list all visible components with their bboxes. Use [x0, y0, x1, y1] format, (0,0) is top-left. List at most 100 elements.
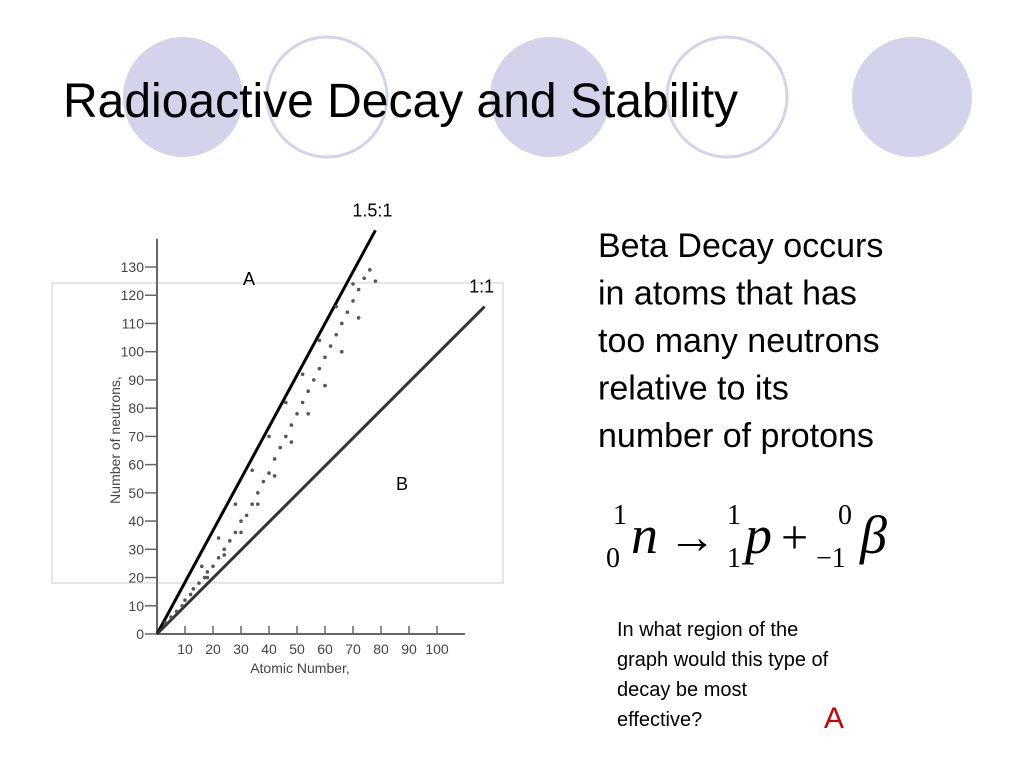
operator: +: [781, 511, 808, 564]
mass-number: 0: [838, 500, 852, 531]
nuclide-point: [272, 457, 277, 461]
nuclide-point: [250, 468, 254, 473]
nuclide-point: [200, 564, 204, 569]
deco-circle: [665, 35, 789, 159]
nuclide-point: [228, 539, 232, 543]
nuclide-point: [334, 304, 339, 309]
region-label: B: [396, 474, 408, 494]
symbol: β: [859, 505, 887, 565]
x-tick-label: 60: [317, 641, 333, 657]
nuclide-point: [340, 349, 344, 354]
ratio-label: 1:1: [469, 277, 494, 297]
nuclide-point: [233, 530, 238, 535]
x-tick-label: 50: [289, 641, 305, 657]
nuclide-point: [169, 615, 173, 619]
y-axis-label: Number of neutrons,: [107, 376, 123, 504]
deco-circle: [852, 37, 972, 157]
nuclide-point: [317, 366, 322, 371]
paragraph-line: relative to its: [598, 370, 789, 408]
question-line: In what region of the: [617, 619, 798, 641]
deco-circle: [123, 37, 243, 157]
charge-number: 0: [606, 543, 620, 574]
charge-number: −1: [816, 543, 846, 574]
nuclide-point: [284, 434, 288, 439]
nuclide-point: [284, 400, 288, 405]
nuclide-point: [239, 530, 243, 535]
y-tick-label: 30: [128, 541, 144, 557]
y-tick-label: 100: [121, 344, 145, 360]
y-tick-label: 70: [128, 428, 144, 444]
nuclide-point: [289, 423, 294, 427]
paragraph-line: too many neutrons: [598, 322, 880, 360]
paragraph-line: number of protons: [598, 417, 874, 455]
answer: A: [824, 702, 844, 735]
charge-number: 1: [727, 543, 741, 574]
operator: →: [668, 511, 716, 564]
mass-number: 1: [727, 500, 741, 531]
nuclide-point: [356, 316, 361, 320]
nuclide-point: [197, 581, 201, 585]
nuclide-point: [356, 287, 361, 292]
ratio-line: [155, 229, 377, 635]
y-tick-label: 130: [121, 259, 145, 275]
nuclide-point: [261, 479, 266, 484]
x-tick-label: 30: [233, 641, 249, 657]
deco-circle: [265, 35, 389, 159]
y-tick-label: 60: [128, 457, 144, 473]
symbol: n: [631, 505, 658, 565]
y-tick-label: 0: [136, 626, 144, 642]
frame: [51, 282, 504, 584]
nuclide-point: [188, 592, 193, 597]
nuclide-point: [306, 389, 311, 394]
nuclide-point: [328, 344, 333, 348]
nuclide-point: [244, 513, 249, 518]
deco-circle: [490, 37, 610, 157]
nuclide-point: [373, 279, 378, 283]
nuclide-point: [222, 553, 226, 557]
mass-number: 1: [613, 500, 627, 531]
nuclide-point: [233, 502, 238, 506]
symbol: p: [741, 505, 772, 565]
nuclide-point: [312, 378, 316, 382]
nuclide-point: [323, 355, 327, 360]
x-tick-label: 40: [261, 641, 277, 657]
nuclide-point: [180, 603, 184, 608]
nuclide-point: [278, 445, 283, 450]
nuclide-point: [205, 575, 210, 580]
nuclide-point: [163, 620, 168, 625]
paragraph-line: in atoms that has: [598, 275, 857, 313]
ratio-label: 1.5:1: [352, 200, 392, 220]
nuclide-point: [289, 440, 294, 444]
nuclide-point: [351, 299, 355, 303]
nuclide-point: [216, 536, 221, 540]
y-tick-label: 10: [128, 598, 144, 614]
slide-title: Radioactive Decay and Stability: [63, 75, 738, 128]
nuclide-point: [191, 587, 196, 591]
x-tick-label: 70: [345, 641, 361, 657]
nuclide-point: [300, 372, 305, 377]
nuclide-point: [351, 282, 355, 286]
nuclide-point: [345, 310, 350, 314]
nuclide-point: [183, 598, 187, 602]
nuclide-point: [272, 474, 277, 478]
x-tick-label: 10: [177, 641, 193, 657]
nuclide-point: [368, 268, 372, 272]
x-tick-label: 80: [373, 641, 389, 657]
nuclide-point: [306, 412, 311, 416]
y-tick-label: 40: [128, 513, 144, 529]
nuclide-point: [202, 575, 207, 580]
y-tick-label: 110: [122, 315, 145, 331]
x-tick-label: 20: [205, 641, 221, 657]
y-tick-label: 20: [128, 570, 144, 586]
nuclide-point: [205, 570, 210, 574]
nuclide-point: [216, 555, 221, 560]
nuclide-point: [255, 491, 260, 495]
x-axis-label: Atomic Number,: [250, 660, 350, 676]
nuclide-point: [255, 502, 260, 506]
nuclide-point: [362, 276, 367, 281]
y-tick-label: 80: [128, 400, 144, 416]
question-line: graph would this type of: [617, 649, 829, 671]
nuclide-point: [174, 609, 179, 614]
